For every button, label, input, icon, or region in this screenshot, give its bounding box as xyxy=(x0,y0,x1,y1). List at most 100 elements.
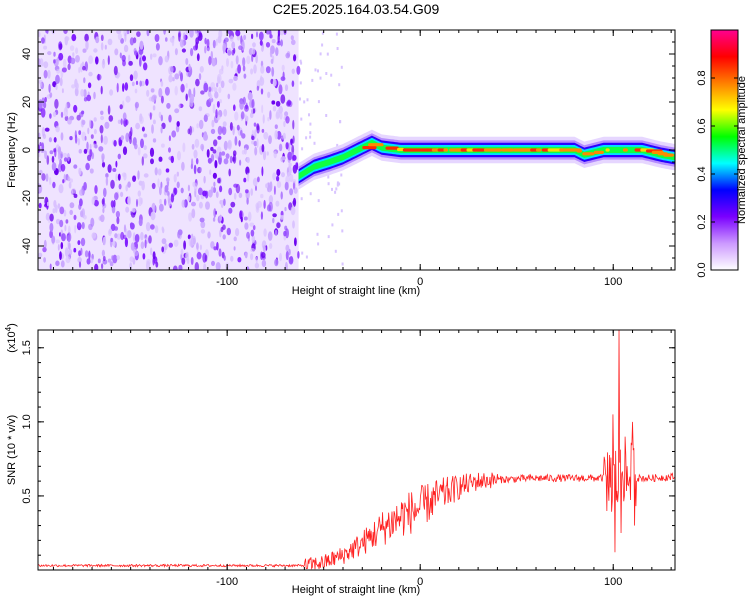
noise-dot xyxy=(228,187,233,196)
noise-dot xyxy=(208,56,212,66)
noise-dot xyxy=(109,89,114,96)
noise-dot xyxy=(255,256,258,264)
noise-dot xyxy=(130,222,135,230)
noise-dot xyxy=(233,183,239,188)
noise-dot xyxy=(270,58,274,64)
noise-dot xyxy=(243,73,247,79)
noise-dot xyxy=(275,100,281,107)
ridge-core xyxy=(368,143,384,147)
noise-dot xyxy=(164,243,168,251)
noise-dot xyxy=(154,34,160,42)
noise-dot xyxy=(69,136,73,141)
noise-speckle xyxy=(317,199,320,203)
noise-speckle xyxy=(336,143,339,147)
noise-dot xyxy=(107,105,111,115)
noise-dot xyxy=(181,161,185,171)
noise-dot xyxy=(168,135,171,142)
noise-dot xyxy=(297,251,300,259)
noise-dot xyxy=(87,82,92,89)
noise-dot xyxy=(127,196,131,206)
noise-dot xyxy=(196,194,200,202)
noise-dot xyxy=(77,240,81,246)
spectrogram-panel: -100 0 100 -40 -20 0 20 40 Height of straight l… xyxy=(6,29,676,297)
noise-dot xyxy=(134,143,138,150)
noise-dot xyxy=(222,121,227,127)
noise-dot xyxy=(218,151,222,158)
noise-dot xyxy=(75,82,79,90)
noise-dot xyxy=(43,69,48,79)
noise-dot xyxy=(161,122,166,129)
noise-dot xyxy=(228,168,231,177)
noise-dot xyxy=(185,83,188,89)
noise-speckle xyxy=(331,187,333,191)
noise-dot xyxy=(174,108,180,114)
noise-dot xyxy=(209,94,213,100)
noise-dot xyxy=(158,56,163,66)
noise-dot xyxy=(285,116,290,124)
noise-dot xyxy=(279,252,282,262)
noise-dot xyxy=(243,147,247,155)
noise-dot xyxy=(260,46,264,52)
noise-dot xyxy=(189,30,194,38)
noise-dot xyxy=(222,43,226,53)
noise-dot xyxy=(260,88,264,95)
noise-dot xyxy=(281,64,285,72)
noise-dot xyxy=(198,201,203,209)
noise-dot xyxy=(149,147,155,157)
noise-dot xyxy=(140,241,145,249)
noise-dot xyxy=(233,75,238,81)
noise-dot xyxy=(285,250,289,261)
noise-dot xyxy=(207,157,212,164)
noise-dot xyxy=(59,219,64,228)
noise-dot xyxy=(219,214,223,222)
noise-dot xyxy=(261,128,265,133)
noise-speckle xyxy=(336,183,339,187)
noise-dot xyxy=(93,117,97,122)
noise-dot xyxy=(268,201,273,212)
noise-speckle xyxy=(339,120,341,124)
noise-speckle xyxy=(301,251,304,255)
noise-dot xyxy=(231,41,236,50)
noise-dot xyxy=(265,30,271,35)
noise-dot xyxy=(134,101,139,109)
spectrogram-ticks: -100 0 100 -40 -20 0 20 40 xyxy=(21,29,675,288)
noise-dot xyxy=(89,148,93,157)
colorbar-tick-label: 0.4 xyxy=(696,166,708,181)
noise-dot xyxy=(73,104,78,113)
noise-speckle xyxy=(299,97,301,101)
noise-dot xyxy=(280,191,283,200)
noise-dot xyxy=(240,216,243,223)
noise-dot xyxy=(244,114,247,122)
noise-dot xyxy=(143,133,148,138)
noise-dot xyxy=(83,77,86,84)
noise-dot xyxy=(281,156,286,161)
noise-dot xyxy=(206,149,210,158)
spectrogram-y-tick-label: 0 xyxy=(21,147,33,153)
noise-dot xyxy=(287,172,290,177)
noise-dot xyxy=(158,156,163,162)
noise-dot xyxy=(223,255,226,261)
noise-dot xyxy=(252,42,256,48)
noise-dot xyxy=(199,167,202,172)
noise-dot xyxy=(38,252,43,258)
noise-dot xyxy=(94,185,98,194)
noise-dot xyxy=(191,143,195,150)
noise-dot xyxy=(150,224,155,230)
noise-dot xyxy=(166,102,171,109)
noise-dot xyxy=(200,143,205,151)
noise-dot xyxy=(139,57,142,67)
noise-dot xyxy=(39,142,42,147)
noise-dot xyxy=(127,230,132,239)
noise-dot xyxy=(128,54,131,63)
noise-dot xyxy=(61,233,66,242)
noise-dot xyxy=(200,90,205,95)
noise-dot xyxy=(39,81,43,88)
noise-dot xyxy=(114,233,118,239)
noise-dot xyxy=(290,35,294,41)
noise-dot xyxy=(285,142,289,150)
noise-dot xyxy=(196,242,199,250)
spectrogram-y-tick-label: -40 xyxy=(21,238,33,254)
noise-dot xyxy=(259,40,263,46)
noise-dot xyxy=(49,92,53,98)
noise-dot xyxy=(290,138,294,144)
